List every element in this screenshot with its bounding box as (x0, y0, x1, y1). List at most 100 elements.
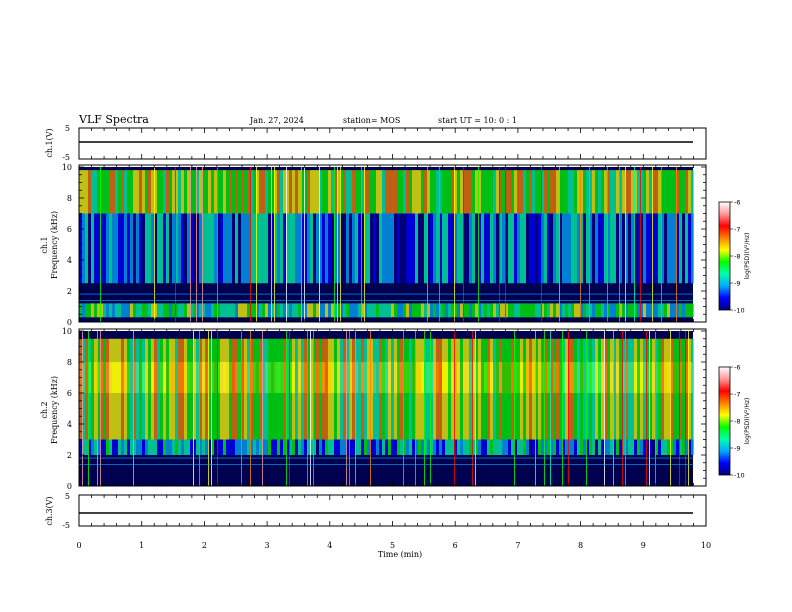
spec-cell (289, 213, 292, 284)
sferic-streak (211, 331, 212, 486)
spec-cell (274, 338, 277, 440)
spec-cell (223, 213, 226, 284)
spec-cell (193, 439, 196, 455)
spec-cell (124, 338, 127, 440)
sferic-streak (622, 331, 623, 486)
spec-cell (94, 170, 97, 214)
spec-cell (385, 338, 388, 440)
spec-cell (439, 439, 442, 455)
spec-cell (655, 338, 658, 440)
spec-cell (664, 303, 667, 318)
spec-cell (577, 170, 580, 214)
spec-cell (634, 213, 637, 284)
spec-cell (163, 170, 166, 214)
spec-cell (175, 213, 178, 284)
spec-cell (508, 439, 511, 455)
spec-cell (490, 338, 493, 440)
spec-cell (661, 439, 664, 455)
colorbar-ch1-scale (718, 201, 731, 311)
spec-cell (637, 338, 640, 440)
spec-cell (391, 338, 394, 440)
spec-cell (607, 303, 610, 318)
spec-cell (136, 303, 139, 318)
spec-cell (301, 213, 304, 284)
spec-cell (400, 439, 403, 455)
spec-cell (97, 303, 100, 318)
spec-cell (238, 338, 241, 440)
spec-cell (334, 439, 337, 455)
spec-cell (88, 303, 91, 318)
sferic-streak (568, 331, 569, 486)
spec-cell (625, 213, 628, 284)
spec-cell (409, 213, 412, 284)
spec-cell (613, 213, 616, 284)
spec-cell (415, 439, 418, 455)
spec-cell (283, 213, 286, 284)
spec-cell (517, 170, 520, 214)
spec-cell (568, 338, 571, 440)
spec-cell (355, 170, 358, 214)
spec-cell (484, 303, 487, 318)
spec-cell (574, 170, 577, 214)
spec-cell (85, 338, 88, 440)
spec-cell (418, 213, 421, 284)
sferic-streak (625, 331, 626, 486)
sferic-streak (454, 167, 455, 322)
spec-cell (265, 213, 268, 284)
spec-cell (586, 170, 589, 214)
spec-cell (376, 439, 379, 455)
sferic-streak (625, 167, 626, 322)
sferic-streak (256, 167, 257, 322)
spec-cell (118, 338, 121, 440)
spec-cell (643, 439, 646, 455)
spec-cell (244, 213, 247, 284)
spec-cell (151, 213, 154, 284)
spec-cell (127, 338, 130, 440)
spec-cell (430, 213, 433, 284)
spec-cell (127, 439, 130, 455)
spec-cell (352, 170, 355, 214)
sferic-streak (340, 167, 341, 322)
colorbar-ch1: -6 -7 -8 -9 -10 log(PSD)(V²/Hz) (718, 199, 751, 315)
spec-cell (487, 338, 490, 440)
spec-cell (619, 170, 622, 214)
spec-cell (145, 303, 148, 318)
sferic-streak (439, 167, 440, 322)
spec-cell (358, 303, 361, 318)
spec-cell (562, 303, 565, 318)
sferic-streak (559, 167, 560, 322)
spec-cell (592, 439, 595, 455)
spec-cell (562, 439, 565, 455)
spec-cell (613, 170, 616, 214)
colorbar-tick-label: -9 (734, 445, 740, 453)
spec-cell (382, 213, 385, 284)
spec-cell (547, 170, 550, 214)
spec-cell (463, 338, 466, 440)
spec-cell (184, 303, 187, 318)
spec-cell (274, 303, 277, 318)
spec-cell (595, 439, 598, 455)
y-tick-label: 8 (67, 358, 72, 367)
spec-cell (661, 170, 664, 214)
spec-cell (364, 170, 367, 214)
spec-cell (337, 439, 340, 455)
axis-ticks (78, 128, 707, 526)
spec-cell (556, 338, 559, 440)
spec-cell (100, 213, 103, 284)
spec-cell (154, 439, 157, 455)
colorbar-tick-label: -7 (734, 226, 740, 234)
spec-cell (643, 213, 646, 284)
spec-cell (223, 170, 226, 214)
spec-cell (235, 338, 238, 440)
spec-cell (544, 439, 547, 455)
spec-cell (196, 170, 199, 214)
figure-title: VLF Spectra (78, 113, 149, 126)
spec-cell (238, 213, 241, 284)
spec-cell (601, 213, 604, 284)
spec-cell (418, 170, 421, 214)
spec-cell (250, 303, 253, 318)
spec-cell (652, 170, 655, 214)
ch1-wave-tick-bottom: -5 (62, 153, 70, 162)
spec-cell (460, 213, 463, 284)
spec-cell (91, 213, 94, 284)
